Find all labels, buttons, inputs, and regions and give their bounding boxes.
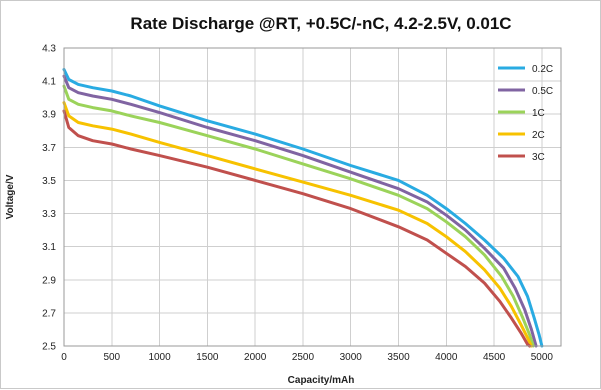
x-tick-label: 4500 — [483, 352, 506, 363]
series-line-0-5C — [62, 74, 538, 348]
legend-label: 0.5C — [532, 86, 553, 97]
y-tick-label: 3.9 — [42, 110, 56, 121]
y-tick-label: 4.1 — [42, 77, 56, 88]
y-tick-labels: 2.5 2.7 2.9 3.1 3.3 3.5 3.7 3.9 4.1 4.3 — [42, 44, 56, 353]
y-tick-label: 3.5 — [42, 176, 56, 187]
legend-label: 1C — [532, 108, 545, 119]
y-tick-label: 3.1 — [42, 242, 56, 253]
y-axis-label: Voltage/V — [5, 174, 16, 219]
plot-area-border — [63, 47, 562, 347]
series-line-3C — [62, 109, 531, 348]
legend: 0.2C 0.5C 1C 2C 3C — [498, 64, 553, 163]
x-tick-label: 1000 — [148, 352, 171, 363]
x-tick-labels: 0 500 1000 1500 2000 2500 3000 3500 4000 4500 5000 — [61, 352, 553, 363]
series-line-0-2C — [62, 68, 544, 348]
x-tick-label: 2000 — [244, 352, 267, 363]
x-axis-label: Capacity/mAh — [288, 375, 355, 386]
y-tick-label: 2.7 — [42, 308, 56, 319]
x-tick-label: 5000 — [531, 352, 554, 363]
legend-label: 3C — [532, 152, 545, 163]
series-line-2C — [62, 101, 533, 348]
y-tick-label: 4.3 — [42, 44, 56, 55]
y-tick-label: 3.3 — [42, 209, 56, 220]
x-tick-label: 3000 — [340, 352, 363, 363]
x-tick-label: 3500 — [387, 352, 410, 363]
x-tick-label: 0 — [61, 352, 67, 363]
y-tick-label: 3.7 — [42, 143, 56, 154]
series-line-1C — [62, 84, 535, 348]
series-lines — [62, 68, 544, 348]
x-tick-label: 500 — [103, 352, 120, 363]
y-tick-label: 2.5 — [42, 342, 56, 353]
x-tick-label: 4000 — [435, 352, 458, 363]
x-tick-label: 1500 — [196, 352, 219, 363]
y-tick-label: 2.9 — [42, 275, 56, 286]
x-tick-label: 2500 — [292, 352, 315, 363]
legend-label: 0.2C — [532, 64, 553, 75]
legend-label: 2C — [532, 130, 545, 141]
chart-title: Rate Discharge @RT, +0.5C/-nC, 4.2-2.5V,… — [130, 14, 511, 33]
